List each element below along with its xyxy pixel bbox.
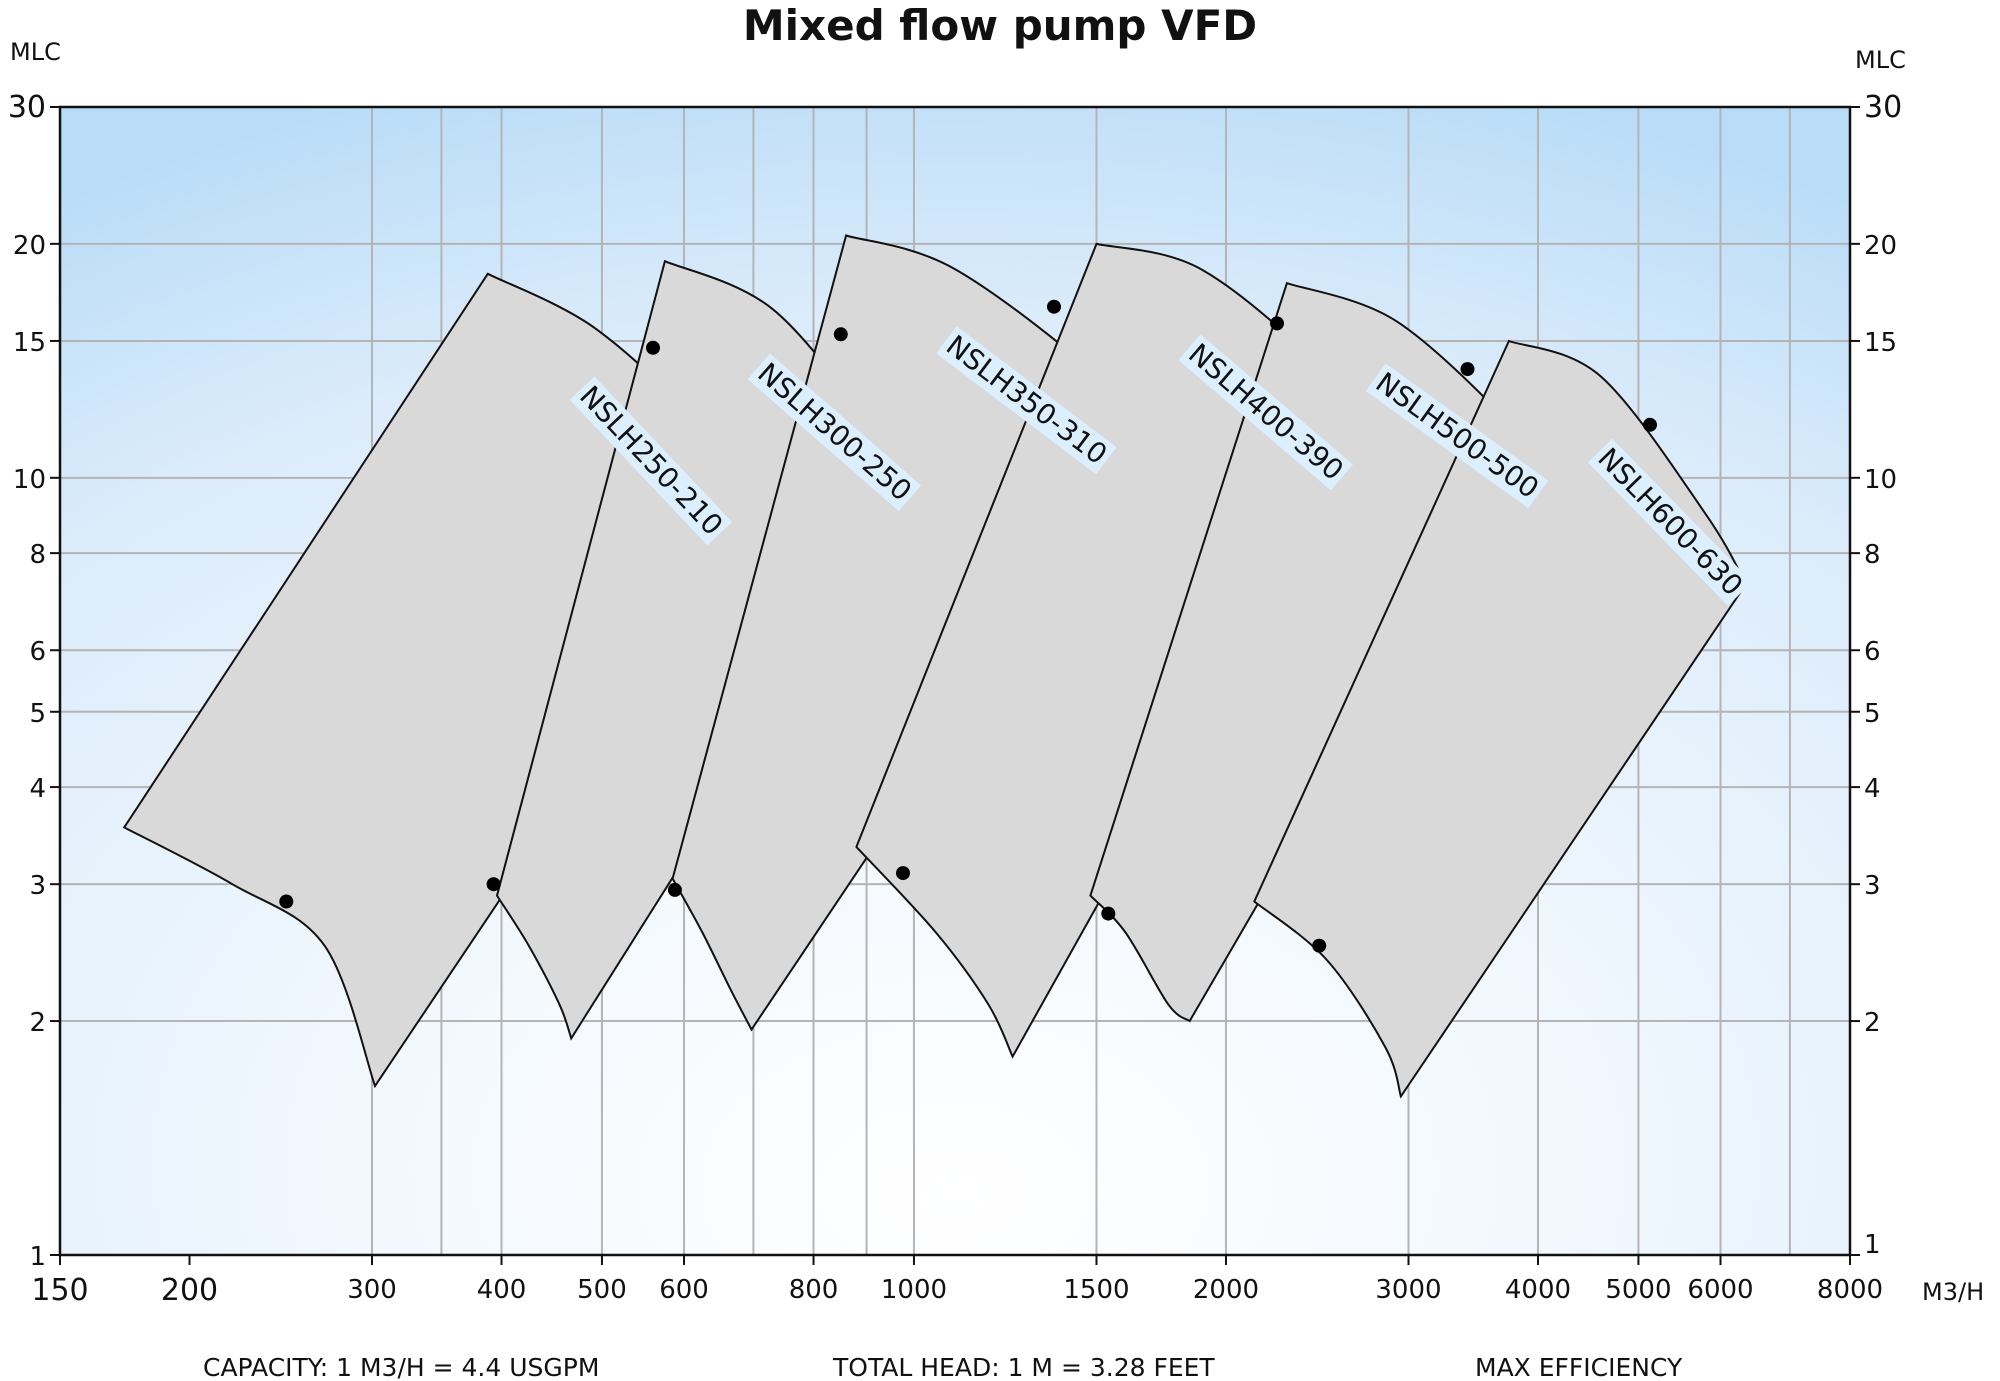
x-tick-label: 600	[659, 1275, 709, 1305]
x-tick-label: 6000	[1687, 1275, 1753, 1305]
bep-point	[1460, 362, 1475, 377]
y-tick-label-left: 4	[29, 774, 46, 804]
bep-point	[486, 877, 501, 892]
y-tick-label-left: 5	[29, 699, 46, 729]
pump-label-background	[569, 376, 733, 546]
pump-label-background	[1587, 438, 1753, 606]
y-tick-label-right: 2	[1864, 1008, 1881, 1038]
pump-label-background	[936, 326, 1117, 475]
axis-ticks: 150 200 300 400 500 600 800 1000 1500 2000 3000 400…	[8, 90, 1902, 1308]
y-tick-label-right: 15	[1864, 328, 1897, 358]
x-tick-label: 150	[31, 1273, 88, 1308]
footer-max-efficiency: MAX EFFICIENCY	[1475, 1353, 1683, 1381]
y-tick-label-left: 8	[29, 540, 46, 570]
x-tick-label: 200	[161, 1273, 218, 1308]
bep-point	[646, 340, 660, 355]
x-tick-label: 500	[577, 1275, 627, 1305]
pump-label-background	[747, 353, 922, 512]
y-tick-label-right: 20	[1864, 231, 1897, 261]
x-tick-label: 3000	[1375, 1275, 1441, 1305]
x-tick-label: 800	[789, 1275, 839, 1305]
bep-point	[1270, 316, 1284, 331]
x-tick-label: 1500	[1063, 1275, 1129, 1305]
y-axis-label-right: MLC	[1855, 46, 1906, 74]
y-tick-label-left: 10	[13, 465, 46, 495]
y-tick-label-left: 2	[29, 1008, 46, 1038]
y-tick-label-left: 3	[29, 871, 46, 901]
x-tick-label: 1000	[881, 1275, 947, 1305]
y-tick-label-right: 30	[1864, 90, 1902, 125]
bep-point	[1047, 299, 1061, 314]
footer-total-head: TOTAL HEAD: 1 M = 3.28 FEET	[832, 1353, 1215, 1381]
y-tick-label-left: 15	[13, 328, 46, 358]
chart-title: Mixed flow pump VFD	[743, 1, 1257, 50]
pump-envelopes	[122, 234, 1748, 1099]
x-tick-label: 4000	[1505, 1275, 1571, 1305]
bep-point	[833, 327, 848, 342]
x-tick-label: 2000	[1193, 1275, 1259, 1305]
bep-point	[1101, 906, 1116, 921]
y-tick-label-left: 20	[13, 231, 46, 261]
x-tick-label: 400	[477, 1275, 527, 1305]
bep-point	[896, 866, 910, 881]
x-tick-label: 300	[347, 1275, 397, 1305]
y-tick-label-left: 1	[29, 1242, 46, 1272]
bep-point	[667, 882, 682, 897]
bep-point	[1643, 417, 1657, 432]
y-tick-label-right: 3	[1864, 871, 1881, 901]
footer-capacity: CAPACITY: 1 M3/H = 4.4 USGPM	[203, 1353, 599, 1381]
y-tick-label-right: 10	[1864, 465, 1897, 495]
x-tick-label: 8000	[1817, 1275, 1883, 1305]
y-tick-label-right: 4	[1864, 774, 1881, 804]
y-tick-label-left: 6	[29, 637, 46, 667]
bep-point	[1312, 938, 1327, 953]
plot-frame	[58, 105, 1852, 1257]
y-tick-label-right: 8	[1864, 540, 1881, 570]
y-tick-label-right: 6	[1864, 637, 1881, 667]
y-tick-label-left: 30	[8, 90, 46, 125]
y-tick-label-right: 1	[1864, 1230, 1881, 1260]
x-tick-label: 5000	[1605, 1275, 1671, 1305]
pump-label-background	[1365, 363, 1549, 509]
y-axis-label-left: MLC	[10, 38, 61, 66]
x-axis-label: M3/H	[1922, 1278, 1984, 1306]
pump-label-background	[1178, 334, 1353, 491]
bep-points	[279, 299, 1657, 953]
y-tick-label-right: 5	[1864, 699, 1881, 729]
bep-point	[279, 894, 294, 909]
